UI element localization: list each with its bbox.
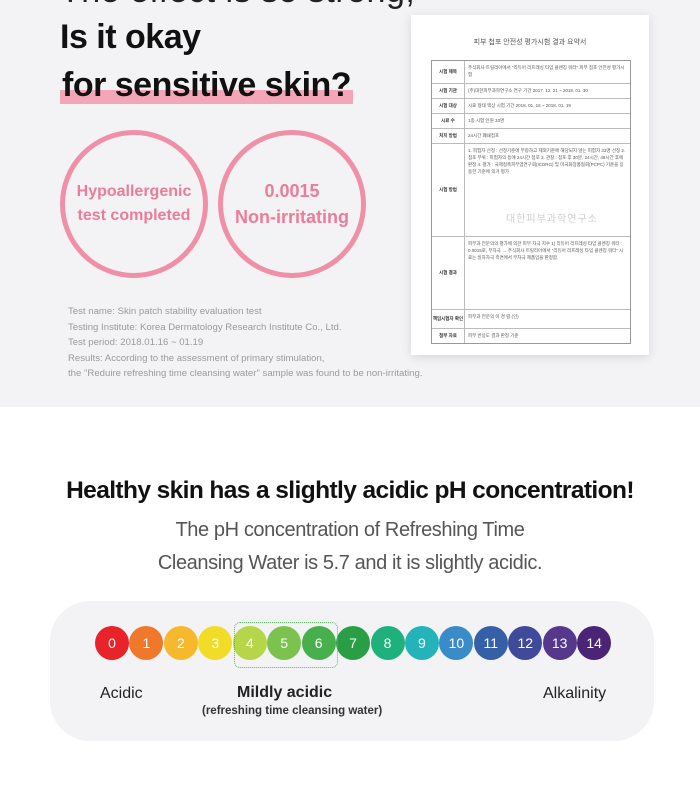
badge-1-line-2: test completed <box>77 207 191 224</box>
report-row: 시험 제목 주식회사 트릴리아에서 "리듀어 리프레싱 타임 클렌징 워터" 피부… <box>432 61 630 84</box>
report-row-label: 시험 제목 <box>432 61 465 83</box>
test-note: the "Reduire refreshing time cleansing w… <box>68 368 423 380</box>
test-note: Test name: Skin patch stability evaluati… <box>68 306 262 317</box>
mildly-acidic-sublabel: (refreshing time cleansing water) <box>202 705 383 717</box>
report-row: 시험 기관 (주)대한피부과학연구소 연구 기간 2017. 12. 21 ~ 2… <box>432 84 630 99</box>
sensitive-skin-section: The effect is so strong, Is it okay for … <box>0 0 700 407</box>
ph-level-0: 0 <box>95 626 129 660</box>
report-row-label: 시험 결과 <box>432 237 465 309</box>
badge-2-line-2: Non-irritating <box>235 207 349 227</box>
ph-level-6: 6 <box>301 626 336 660</box>
report-row-value: 1. 피험자 선정 : 선정기준에 부합하고 제외기준에 해당되지 않는 피험자… <box>468 148 626 174</box>
ph-level-10: 10 <box>439 626 474 660</box>
headline-highlight: for sensitive skin? <box>60 66 354 104</box>
ph-level-5: 5 <box>267 626 302 660</box>
ph-level-4: 4 <box>232 626 267 660</box>
report-row: 시험 결과 피부과 전문의의 평가에 의한 피부 자극 지수 1) 리듀어 리프레… <box>432 237 630 310</box>
report-row: 처치 방법 24시간 폐쇄첩포 <box>432 129 630 144</box>
report-table: 시험 제목 주식회사 트릴리아에서 "리듀어 리프레싱 타임 클렌징 워터" 피부… <box>431 60 631 344</box>
ph-level-11: 11 <box>473 626 508 660</box>
ph-level-3: 3 <box>198 626 233 660</box>
report-row: 책임시험자 확인 피부과 전문의 이 경 렬 (인) <box>432 310 630 329</box>
test-note: Results: According to the assessment of … <box>68 352 325 364</box>
report-row-label: 책임시험자 확인 <box>432 310 465 328</box>
report-row-value: 피부과 전문의 이 경 렬 (인) <box>468 314 519 319</box>
ph-description-line-2: Cleansing Water is 5.7 and it is slightl… <box>157 552 543 574</box>
badge-1-line-1: Hypoallergenic <box>76 183 192 200</box>
ph-heading: Healthy skin has a slightly acidic pH co… <box>66 477 634 504</box>
mildly-acidic-highlight <box>234 622 338 668</box>
report-row-label: 시료 수 <box>432 114 465 128</box>
acidic-label: Acidic <box>100 685 143 702</box>
ph-level-7: 7 <box>336 626 371 660</box>
ph-level-2: 2 <box>163 626 198 660</box>
headline-partial: The effect is so strong, <box>60 0 415 11</box>
report-row-label: 첨부 자료 <box>432 329 465 343</box>
test-note: Test period: 2018.01.16 ~ 01.19 <box>68 337 204 349</box>
ph-level-12: 12 <box>508 626 543 660</box>
report-watermark: 대한피부과학연구소 <box>506 214 598 225</box>
report-title: 피부 첩포 안전성 평가시험 결과 요약서 <box>473 39 587 46</box>
report-row-value: 24시간 폐쇄첩포 <box>468 133 500 138</box>
report-row: 시료 수 1종 시험 인원 33명 <box>432 114 630 129</box>
ph-level-14: 14 <box>577 626 612 660</box>
report-row-value: 피부과 전문의의 평가에 의한 피부 자극 지수 1) 리듀어 리프레싱 타임 … <box>468 241 624 260</box>
ph-scale-panel: 0 1 2 3 4 5 6 7 8 9 10 11 12 13 14 Acidic Mildly acidi… <box>50 601 654 741</box>
headline-line-2: for sensitive skin? <box>60 66 354 105</box>
report-row-label: 처치 방법 <box>432 129 465 143</box>
report-row: 시험 대상 시료 형태 액상 시험 기간 2018. 01. 16 ~ 2018.… <box>432 99 630 114</box>
ph-level-9: 9 <box>404 626 439 660</box>
ph-scale: 0 1 2 3 4 5 6 7 8 9 10 11 12 13 14 <box>95 626 612 664</box>
test-note: Testing Institute: Korea Dermatology Res… <box>68 321 342 333</box>
ph-level-1: 1 <box>129 626 164 660</box>
headline-line-1: Is it okay <box>60 18 201 56</box>
hypoallergenic-badge: Hypoallergenic test completed <box>60 130 208 278</box>
report-row: 첨부 자료 피부 반응도 결과 판정 기준 <box>432 329 630 343</box>
ph-description-line-1: The pH concentration of Refreshing Time <box>175 519 525 541</box>
ph-level-8: 8 <box>370 626 405 660</box>
report-row-label: 시험 기관 <box>432 84 465 98</box>
report-row-label: 시험 대상 <box>432 99 465 113</box>
badge-2-line-1: 0.0015 <box>264 181 320 201</box>
report-row-label: 시험 방법 <box>432 144 465 236</box>
report-row: 시험 방법 1. 피험자 선정 : 선정기준에 부합하고 제외기준에 해당되지 않… <box>432 144 630 237</box>
report-row-value: 시료 형태 액상 시험 기간 2018. 01. 16 ~ 2018. 01. … <box>468 103 571 108</box>
report-row-value: 주식회사 트릴리아에서 "리듀어 리프레싱 타임 클렌징 워터" 피부 첩포 안… <box>468 65 625 77</box>
report-row-value: 피부 반응도 결과 판정 기준 <box>468 333 519 338</box>
mildly-acidic-label: Mildly acidic <box>237 684 333 701</box>
test-notes: Test name: Skin patch stability evaluati… <box>68 304 423 382</box>
ph-level-13: 13 <box>542 626 577 660</box>
ph-section: Healthy skin has a slightly acidic pH co… <box>0 407 700 799</box>
non-irritating-badge: 0.0015 Non-irritating <box>218 130 366 278</box>
report-row-value: 1종 시험 인원 33명 <box>468 118 505 123</box>
report-row-value: (주)대한피부과학연구소 연구 기간 2017. 12. 21 ~ 2018. … <box>468 88 588 93</box>
test-report-document: 피부 첩포 안전성 평가시험 결과 요약서 시험 제목 주식회사 트릴리아에서 "… <box>411 15 649 355</box>
alkalinity-label: Alkalinity <box>543 685 607 702</box>
